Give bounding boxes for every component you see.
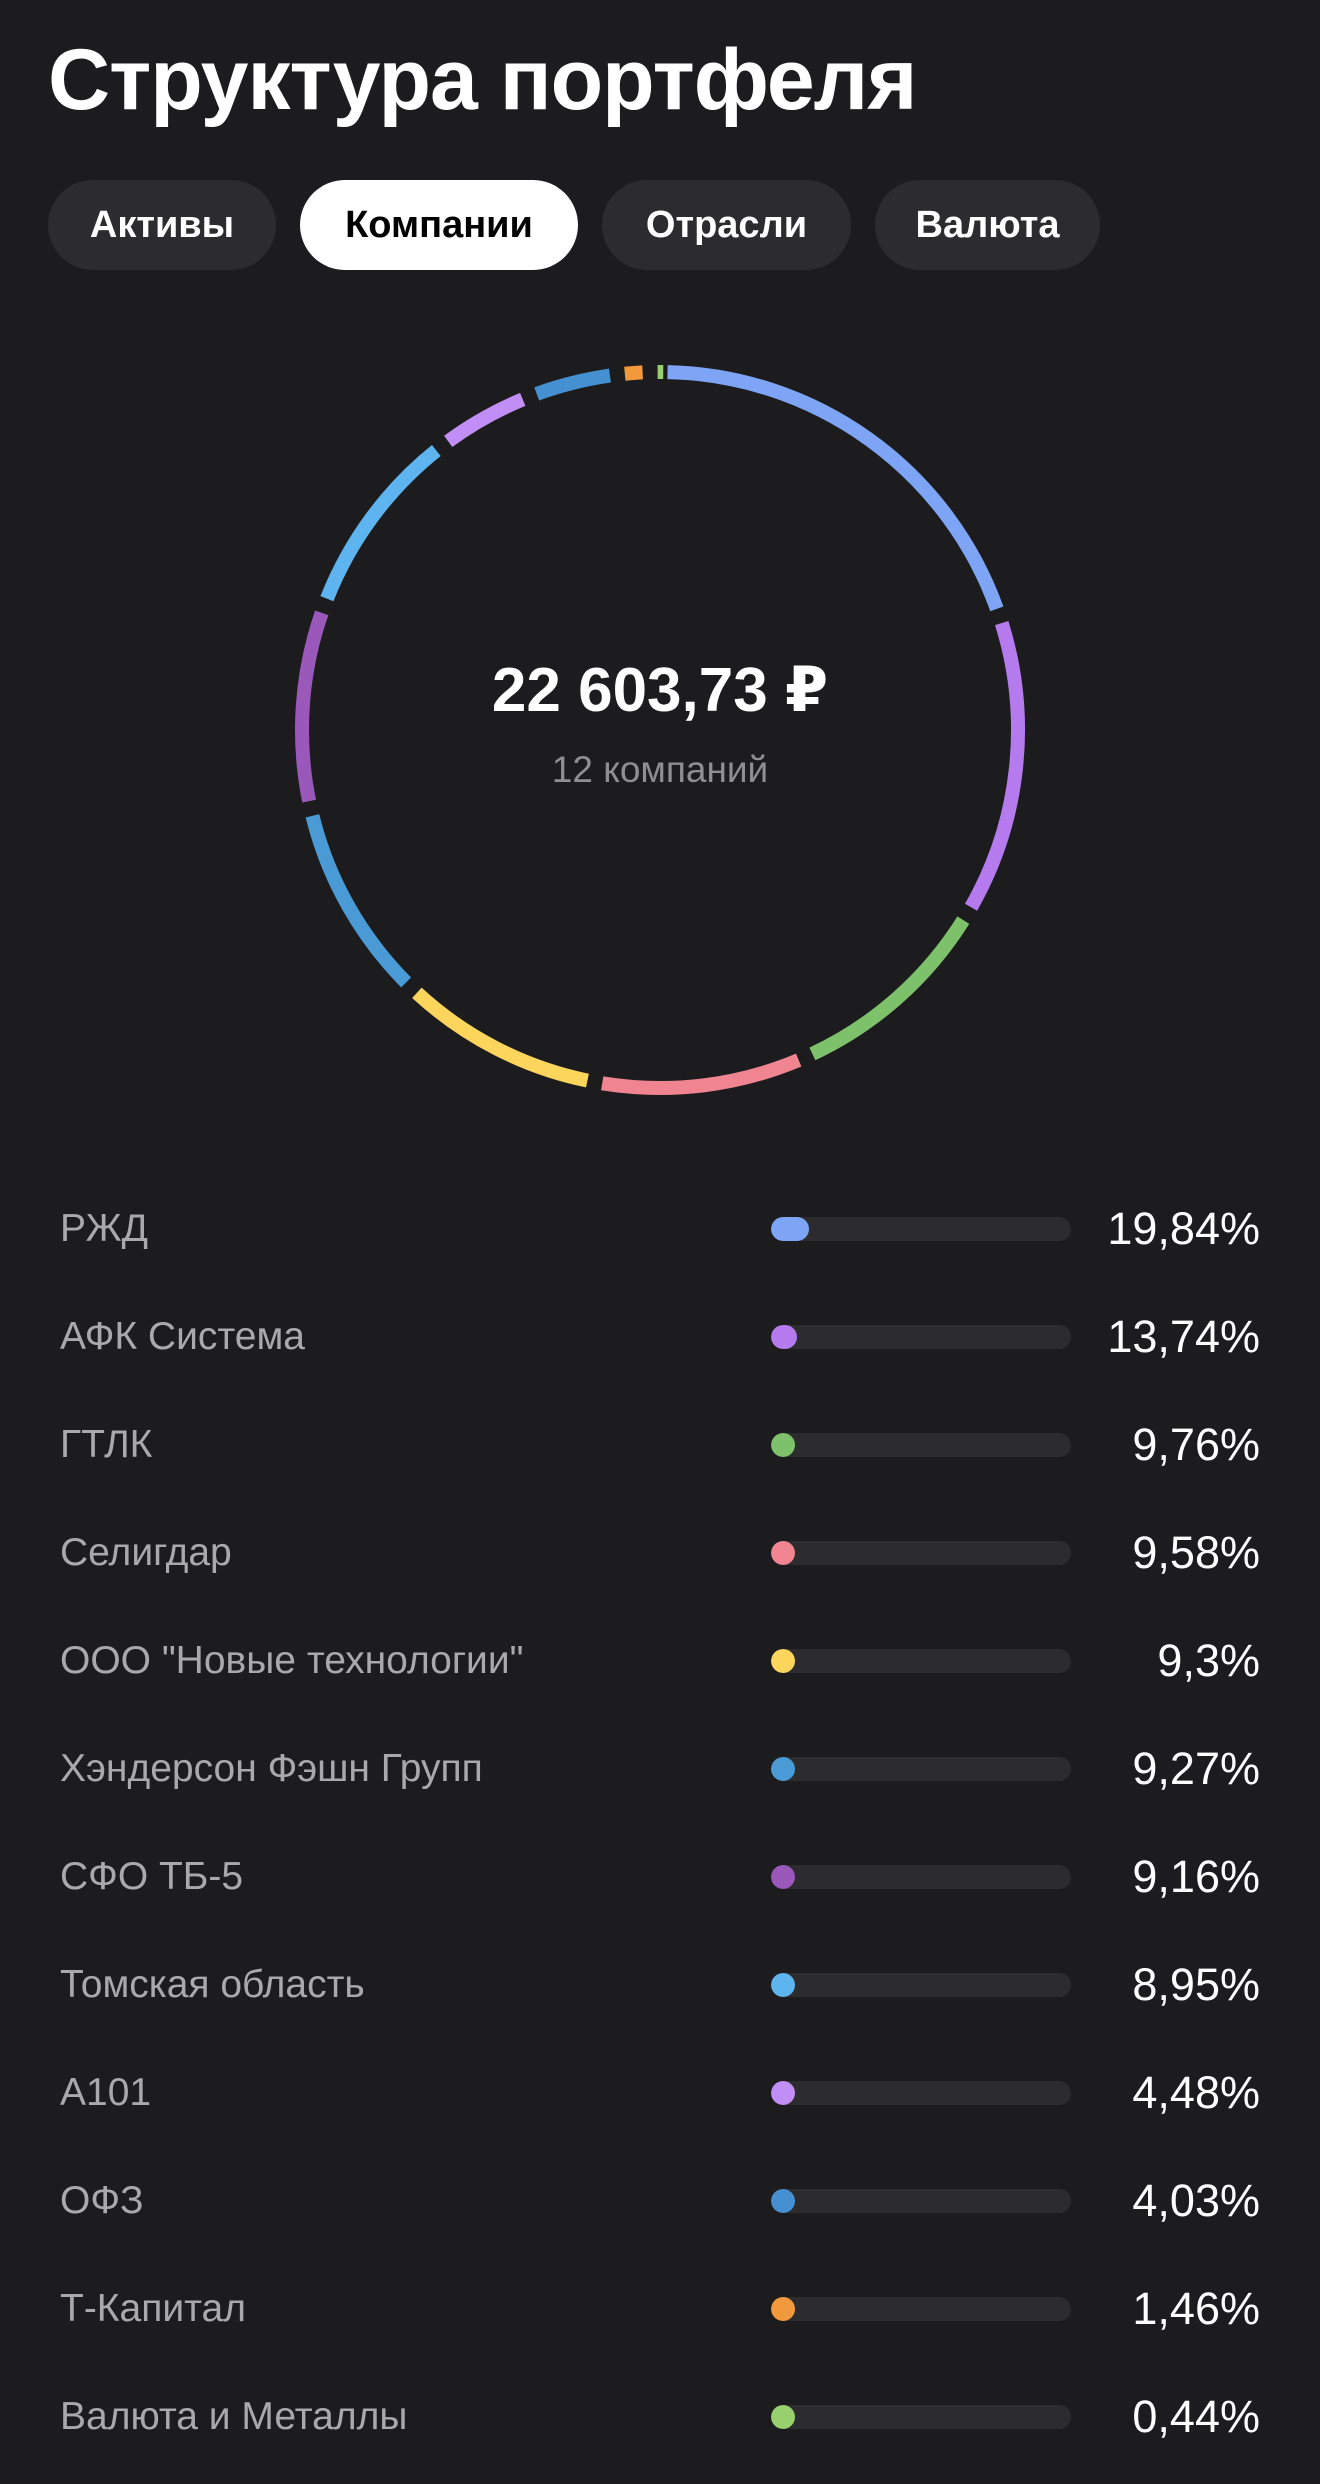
share-bar-track [771,2189,1071,2213]
list-item-t-kapital[interactable]: Т-Капитал 1,46% [60,2255,1260,2363]
company-percent: 9,76% [1132,1419,1260,1470]
tab-assets[interactable]: Активы [48,180,276,270]
share-bar-track [771,1433,1071,1457]
donut-segment [624,365,643,381]
company-percent: 9,3% [1157,1635,1260,1686]
share-bar-track [771,1757,1071,1781]
donut-segment [534,368,611,401]
company-name: СФО ТБ-5 [60,1855,244,1898]
company-percent: 9,16% [1132,1851,1260,1902]
donut-segment [964,620,1025,911]
company-name: Томская область [60,1963,365,2006]
tab-companies[interactable]: Компании [300,180,578,270]
list-item-gtlk[interactable]: ГТЛК 9,76% [60,1391,1260,1499]
list-item-afk-sistema[interactable]: АФК Система 13,74% [60,1283,1260,1391]
share-bar-track [771,1325,1071,1349]
company-name: Т-Капитал [60,2287,246,2330]
list-item-novye-tekhnologii[interactable]: ООО "Новые технологии" 9,3% [60,1607,1260,1715]
company-percent: 1,46% [1132,2283,1260,2334]
company-name: ООО "Новые технологии" [60,1639,524,1682]
donut-center: 22 603,73 ₽ 12 компаний [288,358,1032,1102]
share-bar-fill [771,1217,809,1241]
company-percent: 8,95% [1132,1959,1260,2010]
share-bar-fill [771,2297,795,2321]
page-title: Структура портфеля [48,32,917,128]
company-name: Валюта и Металлы [60,2395,408,2438]
list-item-sfo-tb-5[interactable]: СФО ТБ-5 9,16% [60,1823,1260,1931]
share-bar-track [771,1541,1071,1565]
tab-industries[interactable]: Отрасли [602,180,851,270]
company-name: А101 [60,2071,152,2114]
company-name: Селигдар [60,1531,232,1574]
donut-segment [412,987,589,1088]
company-name: РЖД [60,1207,148,1250]
share-bar-track [771,2405,1071,2429]
share-bar-track [771,1973,1071,1997]
share-bar-track [771,2297,1071,2321]
company-name: ОФЗ [60,2179,144,2222]
donut-segment [601,1053,802,1095]
company-name: ГТЛК [60,1423,153,1466]
company-name: Хэндерсон Фэшн Групп [60,1747,483,1790]
share-bar-fill [771,1433,795,1457]
donut-segment [305,814,412,988]
company-percent: 13,74% [1107,1311,1260,1362]
donut-segment [295,610,329,803]
list-item-tomsk-region[interactable]: Томская область 8,95% [60,1931,1260,2039]
share-bar-track [771,1217,1071,1241]
donut-segment [320,445,441,602]
share-bar-track [771,2081,1071,2105]
donut-segment [667,365,1004,612]
share-bar-fill [771,2405,795,2429]
tab-currency[interactable]: Валюта [875,180,1100,270]
share-bar-track [771,1865,1071,1889]
list-item-henderson[interactable]: Хэндерсон Фэшн Групп 9,27% [60,1715,1260,1823]
company-percent: 4,48% [1132,2067,1260,2118]
list-item-a101[interactable]: А101 4,48% [60,2039,1260,2147]
portfolio-total: 22 603,73 ₽ [491,656,829,725]
share-bar-fill [771,1649,795,1673]
company-percent: 9,58% [1132,1527,1260,1578]
donut-svg [295,364,1025,1095]
share-bar-fill [771,2081,795,2105]
company-list: РЖД 19,84% АФК Система 13,74% ГТЛК 9,76%… [60,1175,1260,2471]
company-percent: 19,84% [1107,1203,1260,1254]
share-bar-track [771,1649,1071,1673]
share-bar-fill [771,1541,795,1565]
company-name: АФК Система [60,1315,305,1358]
list-item-ofz[interactable]: ОФЗ 4,03% [60,2147,1260,2255]
list-item-seligdar[interactable]: Селигдар 9,58% [60,1499,1260,1607]
company-percent: 4,03% [1132,2175,1260,2226]
companies-count: 12 компаний [551,749,769,790]
company-percent: 0,44% [1132,2391,1260,2442]
company-percent: 9,27% [1132,1743,1260,1794]
portfolio-donut-chart: 22 603,73 ₽ 12 компаний [288,358,1032,1102]
share-bar-fill [771,1865,795,1889]
donut-segment [809,916,970,1061]
list-item-currency-metals[interactable]: Валюта и Металлы 0,44% [60,2363,1260,2471]
share-bar-fill [771,1757,795,1781]
share-bar-fill [771,1973,795,1997]
tab-bar: Активы Компании Отрасли Валюта [48,180,1100,270]
share-bar-fill [771,2189,795,2213]
share-bar-fill [771,1325,798,1349]
list-item-rzd[interactable]: РЖД 19,84% [60,1175,1260,1283]
donut-segment [444,392,526,448]
